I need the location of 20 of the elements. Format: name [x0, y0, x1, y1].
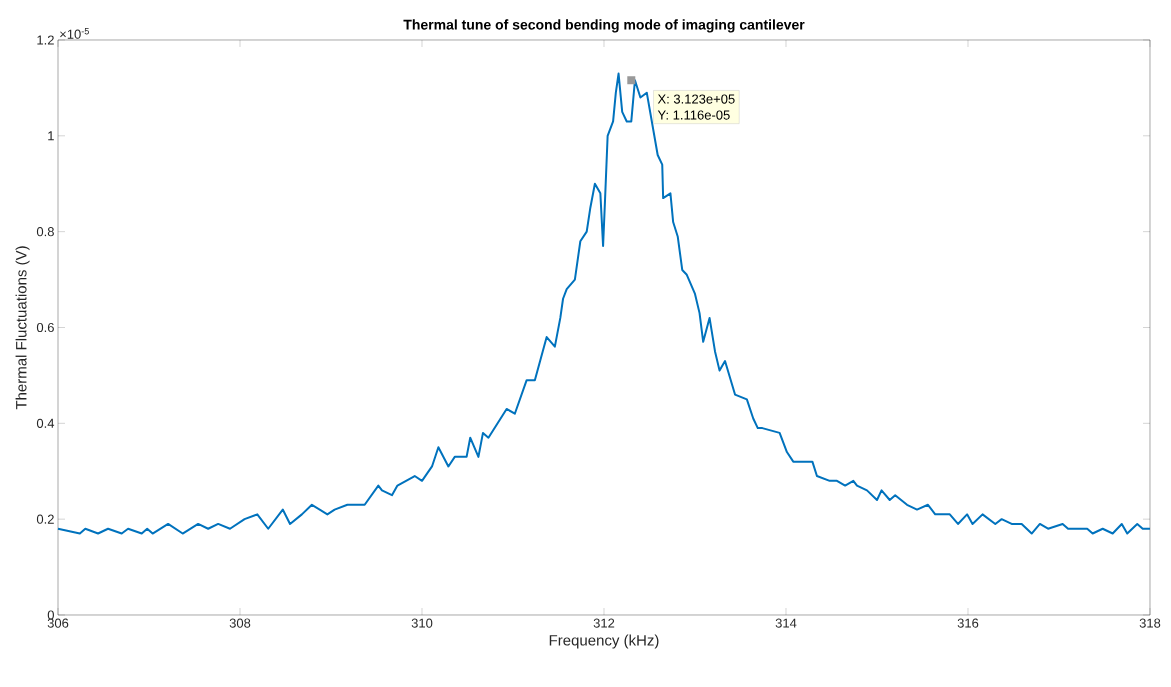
annotation: X: 3.123e+05	[657, 94, 735, 104]
x-axis-title: Frequency (kHz)	[549, 634, 659, 649]
y-tick-label: 0.4	[36, 418, 55, 428]
x-tick-label: 306	[47, 618, 69, 628]
x-tick-label: 308	[229, 618, 251, 628]
y-tick-label: 0.6	[36, 322, 54, 333]
y-tick-label: 0.8	[36, 227, 54, 237]
x-tick-label: 314	[775, 618, 797, 628]
x-tick-label: 316	[957, 618, 979, 628]
x-tick-label: 318	[1139, 618, 1161, 628]
x-tick-label: 310	[411, 618, 433, 628]
y-axis-title: Thermal Fluctuations (V)	[15, 246, 30, 410]
chart-title: Thermal tune of second bending mode of imaging cantilever	[403, 19, 805, 33]
annotation: Y: 1.116e-05	[657, 110, 730, 120]
x-tick-label: 312	[593, 618, 615, 628]
y-tick-label: 0.2	[36, 514, 54, 524]
y-tick-label: 1.2	[37, 35, 54, 45]
y-tick-label: 0	[47, 610, 54, 620]
y-tick-label: 1	[48, 131, 54, 141]
text: ×10$^{-5}$	[60, 28, 89, 39]
